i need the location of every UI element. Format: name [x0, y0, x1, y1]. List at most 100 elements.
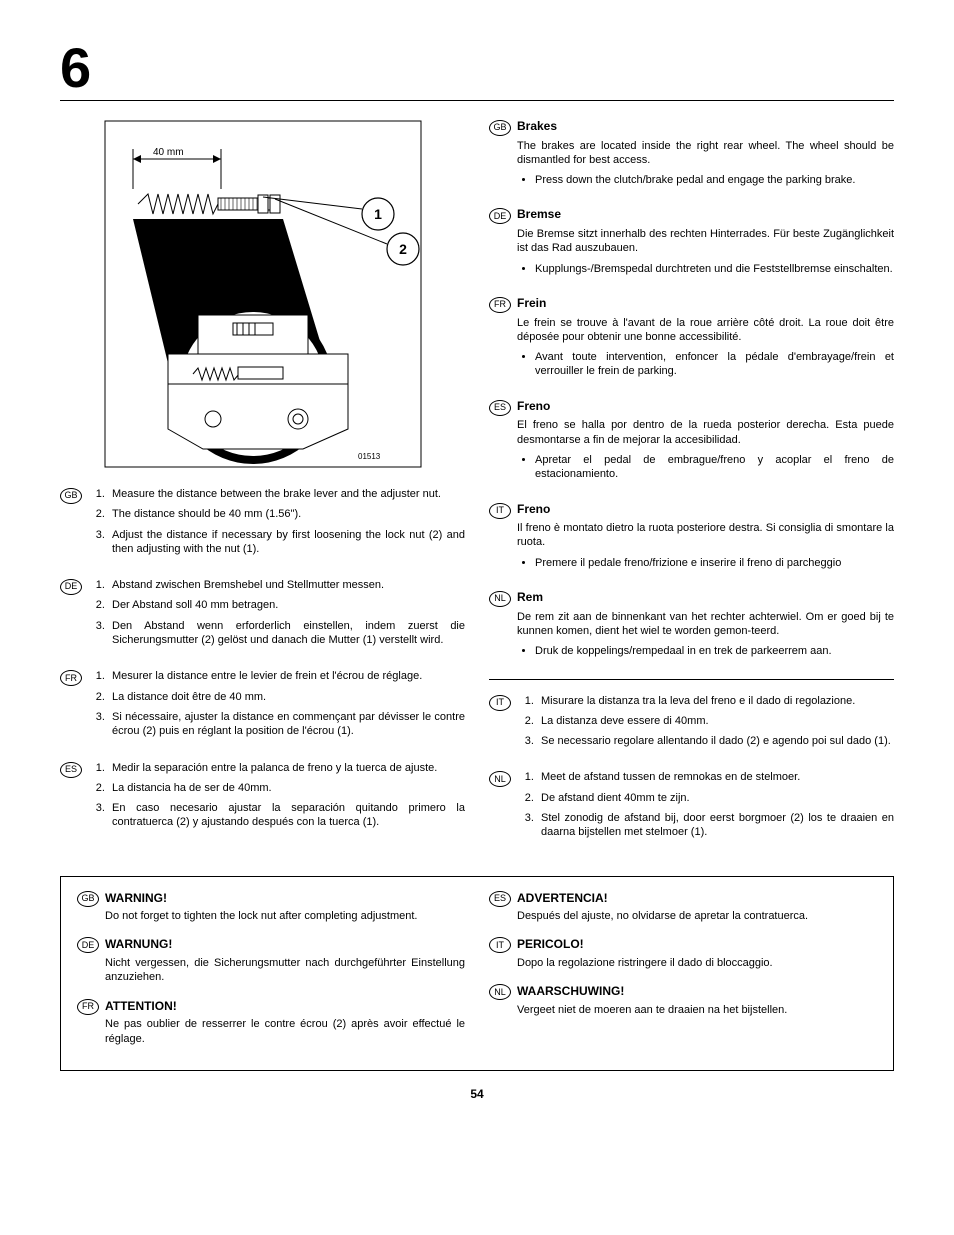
it-body: Il freno è montato dietro la ruota poste… [517, 521, 894, 550]
de-title: Bremse [517, 207, 894, 223]
es-bullet: Apretar el pedal de embrague/freno y aco… [535, 453, 894, 482]
de-brakes: DE Bremse Die Bremse sitzt innerhalb des… [489, 207, 894, 279]
fr-step-2: La distance doit être de 40 mm. [108, 690, 465, 704]
warn-gb-text: Do not forget to tighten the lock nut af… [105, 909, 417, 923]
warn-gb: GB WARNING! Do not forget to tighten the… [77, 891, 465, 924]
page-number: 54 [60, 1087, 894, 1103]
warn-nl: NL WAARSCHUWING! Vergeet niet de moeren … [489, 984, 877, 1017]
it-step-1: Misurare la distanza tra la leva del fre… [537, 694, 894, 708]
lang-badge-nl-r: NL [489, 591, 511, 607]
it-step-2: La distanza deve essere di 40mm. [537, 714, 894, 728]
lang-badge-gb-r: GB [489, 120, 511, 136]
warn-de-text: Nicht vergessen, die Sicherungsmutter na… [105, 956, 465, 985]
warn-fr: FR ATTENTION! Ne pas oublier de resserre… [77, 999, 465, 1046]
es-body: El freno se halla por dentro de la rueda… [517, 418, 894, 447]
warn-gb-title: WARNING! [105, 891, 417, 907]
gb-bullet: Press down the clutch/brake pedal and en… [535, 173, 894, 187]
es-steps-content: Medir la separación entre la palanca de … [88, 761, 465, 836]
warn-it-text: Dopo la regolazione ristringere il dado … [517, 956, 773, 970]
es-steps: ES Medir la separación entre la palanca … [60, 761, 465, 836]
fr-steps: FR Mesurer la distance entre le levier d… [60, 669, 465, 744]
warn-it-title: PERICOLO! [517, 937, 773, 953]
gb-step-2: The distance should be 40 mm (1.56"). [108, 507, 465, 521]
es-step-3: En caso necesario ajustar la separación … [108, 801, 465, 830]
de-body: Die Bremse sitzt innerhalb des rechten H… [517, 227, 894, 256]
fr-body: Le frein se trouve à l'avant de la roue … [517, 316, 894, 345]
fr-bullet: Avant toute intervention, enfoncer la pé… [535, 350, 894, 379]
de-steps-content: Abstand zwischen Bremshebel und Stellmut… [88, 578, 465, 653]
nl-title: Rem [517, 590, 894, 606]
gb-body: The brakes are located inside the right … [517, 139, 894, 168]
warn-es: ES ADVERTENCIA! Después del ajuste, no o… [489, 891, 877, 924]
nl-step-2: De afstand dient 40mm te zijn. [537, 791, 894, 805]
nl-body: De rem zit aan de binnenkant van het rec… [517, 610, 894, 639]
it-bullet: Premere il pedale freno/frizione e inser… [535, 556, 894, 570]
brake-diagram: 40 mm 1 [103, 119, 423, 469]
es-brakes: ES Freno El freno se halla por dentro de… [489, 399, 894, 486]
gb-steps: GB Measure the distance between the brak… [60, 487, 465, 562]
nl-steps: NL Meet de afstand tussen de remnokas en… [489, 770, 894, 845]
fr-steps-content: Mesurer la distance entre le levier de f… [88, 669, 465, 744]
de-step-2: Der Abstand soll 40 mm betragen. [108, 598, 465, 612]
nl-step-3: Stel zonodig de afstand bij, door eerst … [537, 811, 894, 840]
lang-badge-it-s: IT [489, 695, 511, 711]
callout-2-text: 2 [399, 241, 407, 257]
warn-nl-title: WAARSCHUWING! [517, 984, 787, 1000]
warn-de: DE WARNUNG! Nicht vergessen, die Sicheru… [77, 937, 465, 984]
it-brakes: IT Freno Il freno è montato dietro la ru… [489, 502, 894, 574]
it-steps: IT Misurare la distanza tra la leva del … [489, 694, 894, 755]
nl-brakes: NL Rem De rem zit aan de binnenkant van … [489, 590, 894, 662]
warn-es-text: Después del ajuste, no olvidarse de apre… [517, 909, 808, 923]
lang-badge-fr-r: FR [489, 297, 511, 313]
gb-steps-content: Measure the distance between the brake l… [88, 487, 465, 562]
es-step-1: Medir la separación entre la palanca de … [108, 761, 465, 775]
de-step-3: Den Abstand wenn erforderlich einstellen… [108, 619, 465, 648]
lang-badge-es-r: ES [489, 400, 511, 416]
separator-line [489, 679, 894, 680]
de-step-1: Abstand zwischen Bremshebel und Stellmut… [108, 578, 465, 592]
right-column: GB Brakes The brakes are located inside … [489, 119, 894, 862]
lang-badge-de-r: DE [489, 208, 511, 224]
lang-badge-fr: FR [60, 670, 82, 686]
left-column: 40 mm 1 [60, 119, 465, 862]
fr-step-1: Mesurer la distance entre le levier de f… [108, 669, 465, 683]
warn-de-title: WARNUNG! [105, 937, 465, 953]
fr-brakes: FR Frein Le frein se trouve à l'avant de… [489, 296, 894, 383]
callout-1-text: 1 [374, 206, 382, 222]
warn-badge-it: IT [489, 937, 511, 953]
warn-badge-de: DE [77, 937, 99, 953]
part-no: 01513 [358, 452, 381, 461]
warning-col-right: ES ADVERTENCIA! Después del ajuste, no o… [489, 891, 877, 1060]
gb-title: Brakes [517, 119, 894, 135]
warn-badge-gb: GB [77, 891, 99, 907]
top-rule [60, 100, 894, 101]
warn-fr-title: ATTENTION! [105, 999, 465, 1015]
fr-title: Frein [517, 296, 894, 312]
es-step-2: La distancia ha de ser de 40mm. [108, 781, 465, 795]
gb-brakes: GB Brakes The brakes are located inside … [489, 119, 894, 191]
nl-step-1: Meet de afstand tussen de remnokas en de… [537, 770, 894, 784]
dim-label: 40 mm [153, 147, 184, 158]
warn-badge-nl: NL [489, 984, 511, 1000]
lang-badge-gb: GB [60, 488, 82, 504]
warn-nl-text: Vergeet niet de moeren aan te draaien na… [517, 1003, 787, 1017]
warn-badge-fr: FR [77, 999, 99, 1015]
gb-step-3: Adjust the distance if necessary by firs… [108, 528, 465, 557]
warn-fr-text: Ne pas oublier de resserrer le contre éc… [105, 1017, 465, 1046]
warn-es-title: ADVERTENCIA! [517, 891, 808, 907]
nl-bullet: Druk de koppelings/rempedaal in en trek … [535, 644, 894, 658]
lang-badge-de: DE [60, 579, 82, 595]
es-title: Freno [517, 399, 894, 415]
lang-badge-it-r: IT [489, 503, 511, 519]
it-step-3: Se necessario regolare allentando il dad… [537, 734, 894, 748]
warn-badge-es: ES [489, 891, 511, 907]
lang-badge-nl-s: NL [489, 771, 511, 787]
warning-col-left: GB WARNING! Do not forget to tighten the… [77, 891, 465, 1060]
gb-step-1: Measure the distance between the brake l… [108, 487, 465, 501]
it-title: Freno [517, 502, 894, 518]
fr-step-3: Si nécessaire, ajuster la distance en co… [108, 710, 465, 739]
chapter-number: 6 [60, 40, 894, 96]
warn-it: IT PERICOLO! Dopo la regolazione ristrin… [489, 937, 877, 970]
de-bullet: Kupplungs-/Bremspedal durchtreten und di… [535, 262, 894, 276]
warning-box: GB WARNING! Do not forget to tighten the… [60, 876, 894, 1071]
